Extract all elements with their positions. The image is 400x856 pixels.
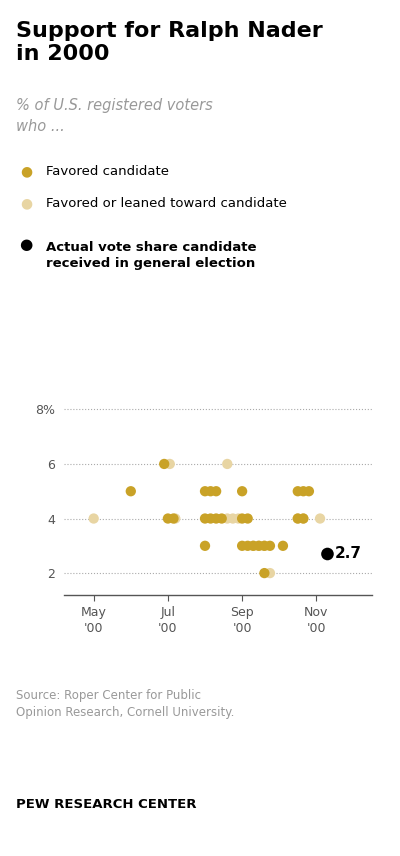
Point	[300, 512, 306, 526]
Point	[239, 484, 245, 498]
Text: Favored or leaned toward candidate: Favored or leaned toward candidate	[46, 197, 287, 211]
Text: Favored candidate: Favored candidate	[46, 164, 169, 178]
Point	[230, 512, 236, 526]
Text: Actual vote share candidate
received in general election: Actual vote share candidate received in …	[46, 241, 256, 270]
Point	[202, 539, 208, 553]
Point	[250, 539, 256, 553]
Text: 2.7: 2.7	[335, 546, 362, 562]
Text: PEW RESEARCH CENTER: PEW RESEARCH CENTER	[16, 798, 196, 811]
Text: % of U.S. registered voters
who ...: % of U.S. registered voters who ...	[16, 98, 213, 134]
Point	[224, 512, 230, 526]
Point	[261, 539, 268, 553]
Point	[172, 512, 178, 526]
Point	[224, 457, 230, 471]
Text: Source: Roper Center for Public
Opinion Research, Cornell University.: Source: Roper Center for Public Opinion …	[16, 689, 234, 719]
Point	[294, 512, 301, 526]
Point	[161, 457, 167, 471]
Point	[267, 567, 273, 580]
Point	[213, 484, 219, 498]
Text: ●: ●	[20, 164, 32, 178]
Point	[239, 512, 245, 526]
Point	[202, 512, 208, 526]
Point	[261, 567, 268, 580]
Point	[317, 512, 323, 526]
Point	[294, 484, 301, 498]
Point	[261, 539, 268, 553]
Text: Support for Ralph Nader
in 2000: Support for Ralph Nader in 2000	[16, 21, 323, 64]
Point	[165, 512, 171, 526]
Point	[244, 539, 251, 553]
Point	[294, 512, 301, 526]
Point	[170, 512, 177, 526]
Point	[202, 484, 208, 498]
Point	[218, 512, 225, 526]
Point	[166, 457, 173, 471]
Point	[267, 539, 273, 553]
Point	[300, 484, 306, 498]
Point	[256, 539, 262, 553]
Point	[207, 484, 214, 498]
Point	[256, 539, 262, 553]
Point	[324, 547, 331, 561]
Point	[235, 512, 242, 526]
Point	[306, 484, 312, 498]
Point	[90, 512, 97, 526]
Text: ●: ●	[19, 237, 33, 253]
Point	[280, 539, 286, 553]
Point	[239, 539, 245, 553]
Point	[128, 484, 134, 498]
Point	[213, 512, 219, 526]
Point	[207, 512, 214, 526]
Text: ●: ●	[20, 197, 32, 211]
Point	[244, 512, 251, 526]
Point	[250, 539, 256, 553]
Point	[300, 512, 306, 526]
